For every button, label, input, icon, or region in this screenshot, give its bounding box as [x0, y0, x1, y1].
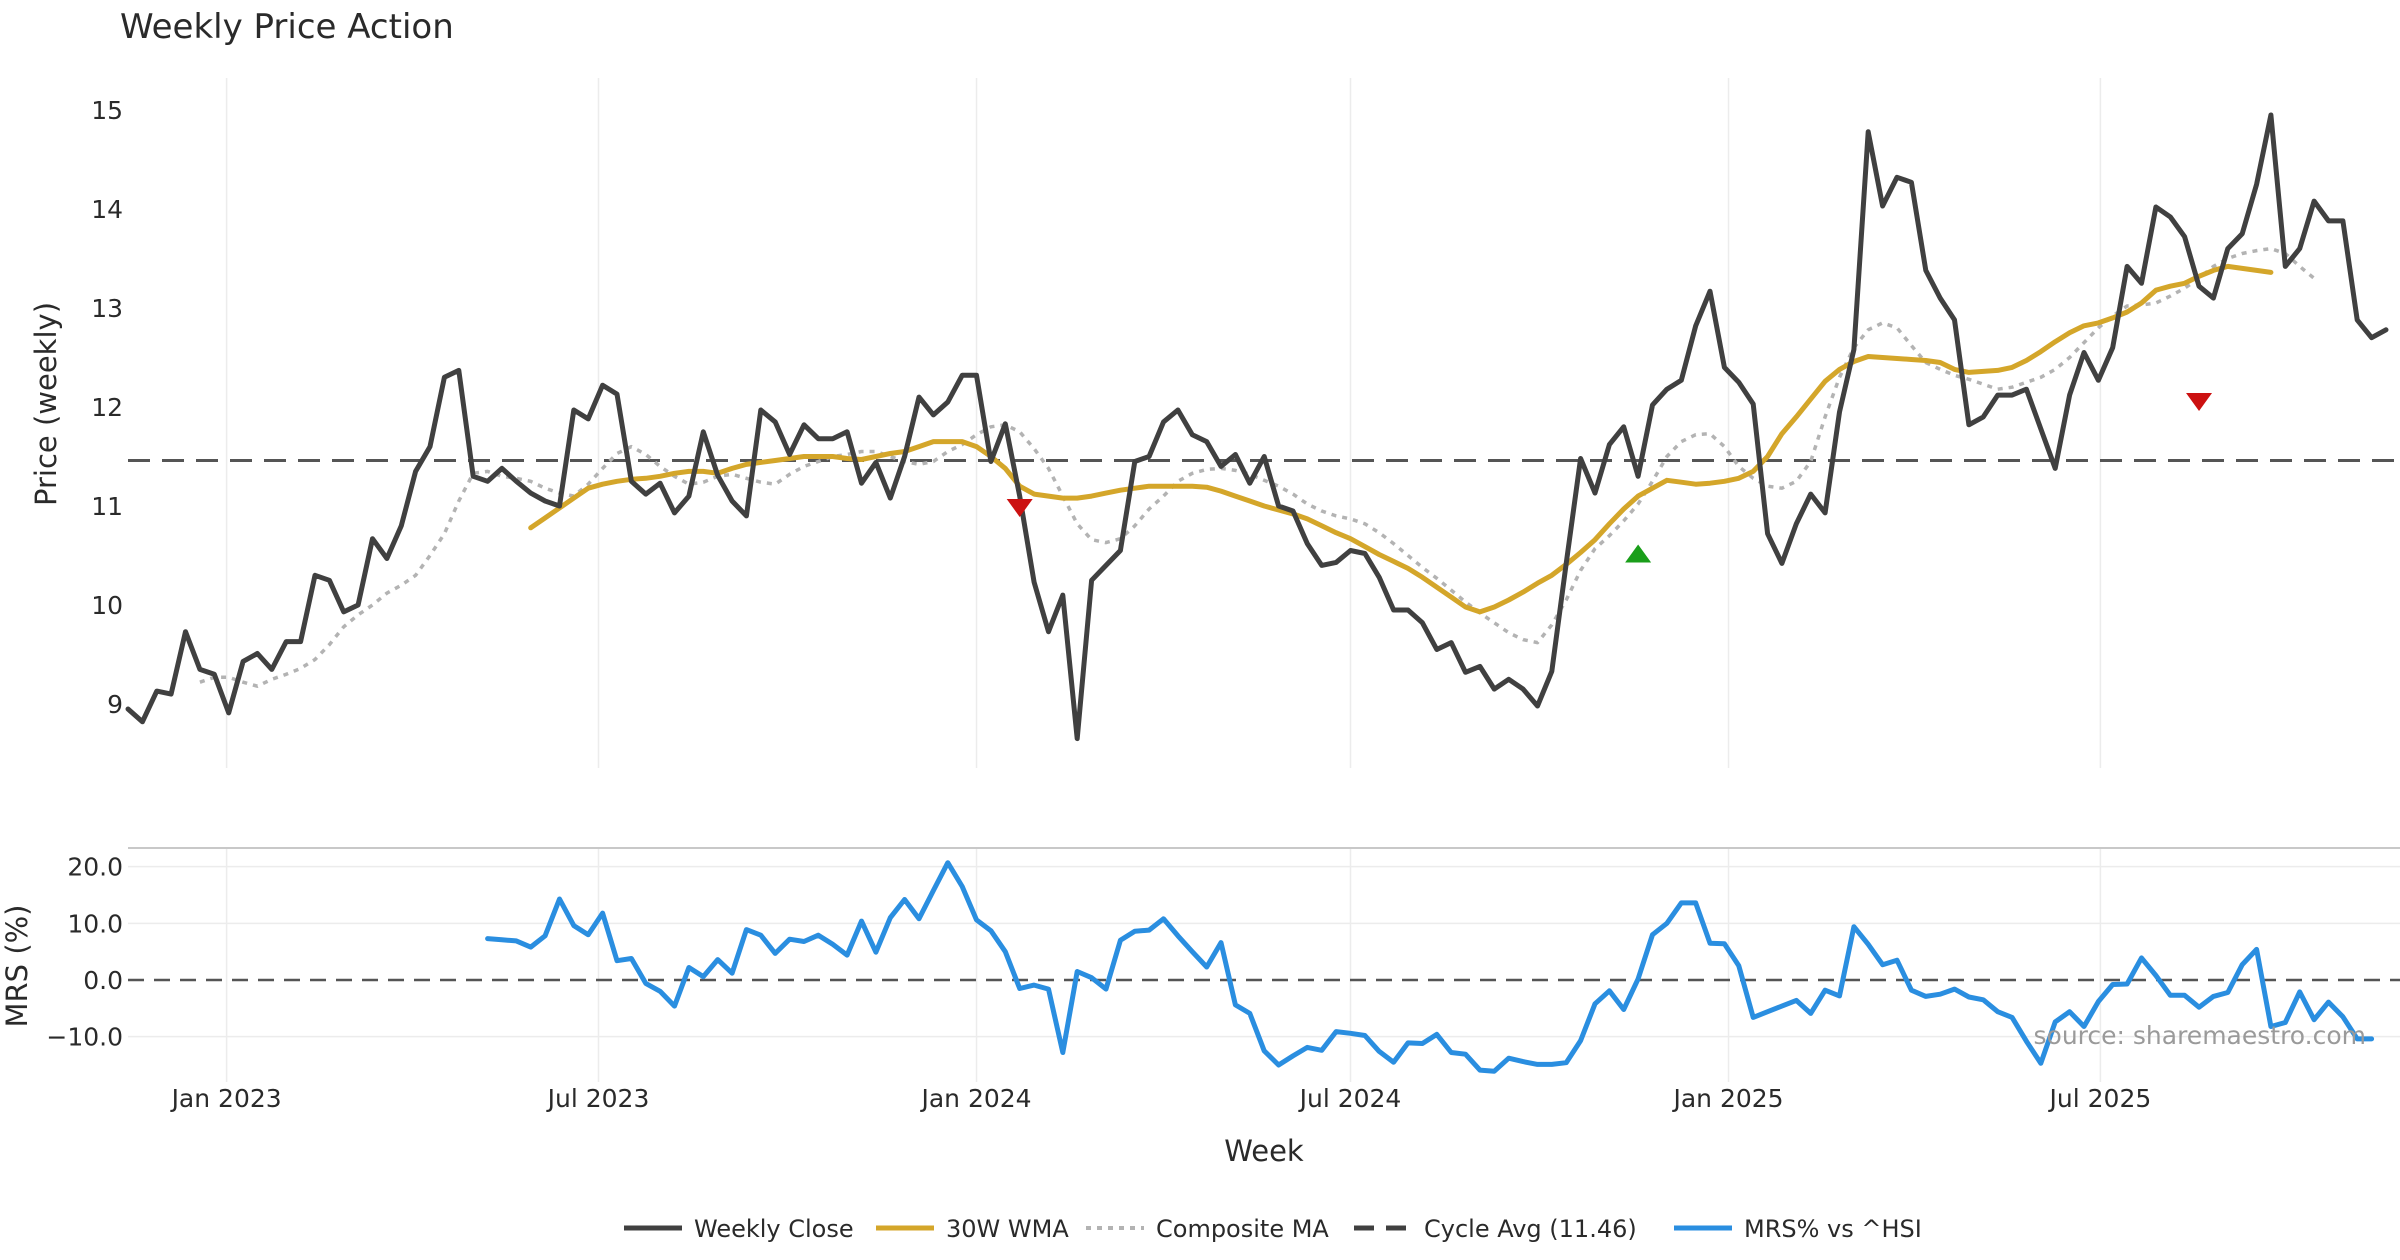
x-tick-label: Jul 2024: [1298, 1084, 1402, 1113]
series-composite-ma: [199, 246, 2316, 688]
legend-label: Weekly Close: [694, 1215, 854, 1243]
price-y-tick-label: 12: [91, 393, 123, 422]
mrs-y-tick-label: 10.0: [67, 909, 123, 938]
mrs-y-tick-label: 0.0: [83, 966, 123, 995]
series-mrs-vs-hsi: [485, 860, 2375, 1074]
x-tick-label: Jan 2023: [170, 1084, 282, 1113]
price-y-tick-label: 13: [91, 294, 123, 323]
price-y-tick-label: 15: [91, 96, 123, 125]
price-y-tick-label: 9: [107, 690, 123, 719]
price-panel: 9 10 11 12 13 14 15: [91, 78, 2400, 768]
sell-signal-marker: [2186, 393, 2213, 412]
price-axis-title: Price (weekly): [29, 302, 63, 506]
x-axis-title: Week: [1224, 1134, 1304, 1168]
price-y-tick-label: 10: [91, 591, 123, 620]
x-tick-label: Jan 2025: [1671, 1084, 1783, 1113]
series-30w-wma: [528, 263, 2274, 615]
mrs-y-tick-label: 20.0: [67, 853, 123, 882]
price-y-tick-label: 11: [91, 492, 123, 521]
legend-label: 30W WMA: [946, 1215, 1069, 1243]
price-y-tick-label: 14: [91, 195, 123, 224]
sell-signal-marker: [1006, 498, 1033, 517]
x-tick-label: Jan 2024: [919, 1084, 1031, 1113]
legend-label: MRS% vs ^HSI: [1744, 1215, 1922, 1243]
mrs-axis-title: MRS (%): [0, 905, 34, 1028]
mrs-panel: Jan 2023 Jul 2023 Jan 2024 Jul 2024 Jan 2025…: [46, 847, 2400, 1113]
x-tick-label: Jul 2025: [2048, 1084, 2152, 1113]
chart-title: Weekly Price Action: [120, 7, 454, 47]
mrs-y-tick-label: −10.0: [46, 1023, 123, 1052]
legend-label: Cycle Avg (11.46): [1424, 1215, 1637, 1243]
source-note: source: sharemaestro.com: [2034, 1021, 2367, 1050]
series-weekly-close: [125, 112, 2389, 742]
legend: Weekly Close 30W WMA Composite MA Cycle Avg…: [624, 1215, 1922, 1243]
x-tick-label: Jul 2023: [546, 1084, 650, 1113]
buy-signal-marker: [1625, 544, 1652, 563]
legend-label: Composite MA: [1156, 1215, 1329, 1243]
